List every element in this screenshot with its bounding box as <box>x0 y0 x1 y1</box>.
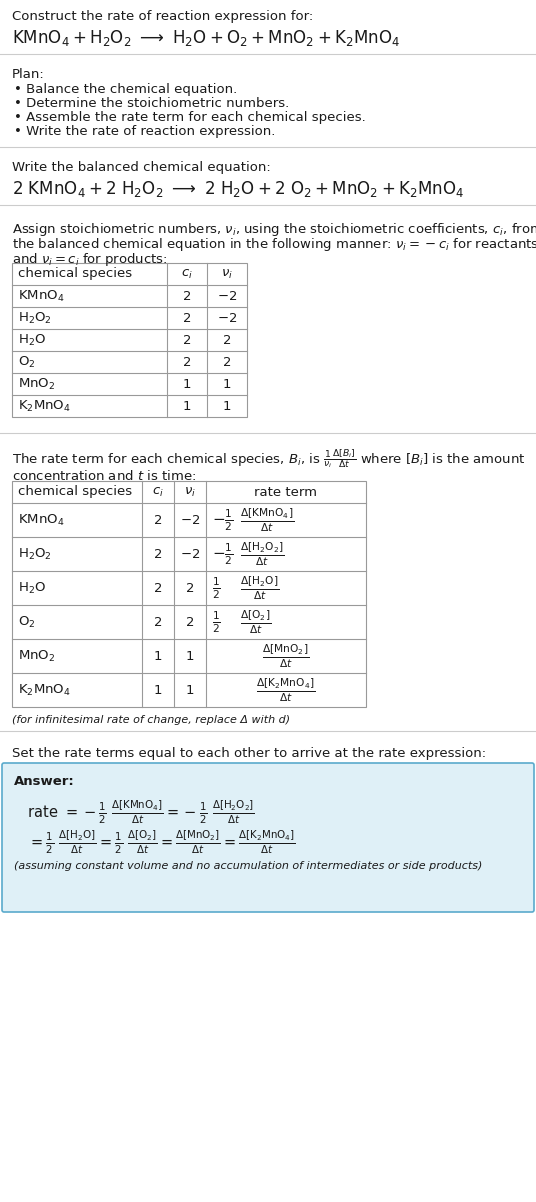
Text: 1: 1 <box>154 684 162 696</box>
Text: $-2$: $-2$ <box>180 513 200 526</box>
Text: $-2$: $-2$ <box>217 290 237 303</box>
Text: $\mathrm{H_2O}$: $\mathrm{H_2O}$ <box>18 581 46 595</box>
Text: $1$: $1$ <box>222 399 232 412</box>
Text: 2: 2 <box>183 356 191 369</box>
Text: $c_i$: $c_i$ <box>181 268 193 280</box>
Text: 2: 2 <box>183 311 191 325</box>
Text: (assuming constant volume and no accumulation of intermediates or side products): (assuming constant volume and no accumul… <box>14 861 482 871</box>
Text: $\frac{\Delta[\mathrm{KMnO_4}]}{\Delta t}$: $\frac{\Delta[\mathrm{KMnO_4}]}{\Delta t… <box>240 506 294 534</box>
Text: chemical species: chemical species <box>18 268 132 280</box>
Text: $1$: $1$ <box>222 377 232 391</box>
Text: $\frac{1}{2}$: $\frac{1}{2}$ <box>212 576 221 601</box>
Bar <box>12 481 366 707</box>
Text: $\frac{\Delta[\mathrm{K_2MnO_4}]}{\Delta t}$: $\frac{\Delta[\mathrm{K_2MnO_4}]}{\Delta… <box>256 677 316 704</box>
Text: $\mathrm{H_2O_2}$: $\mathrm{H_2O_2}$ <box>18 547 52 561</box>
Text: • Balance the chemical equation.: • Balance the chemical equation. <box>14 83 237 96</box>
Text: $c_i$: $c_i$ <box>152 486 164 499</box>
Text: $\mathrm{MnO_2}$: $\mathrm{MnO_2}$ <box>18 648 55 664</box>
Text: concentration and $t$ is time:: concentration and $t$ is time: <box>12 469 196 483</box>
Text: $\mathrm{O_2}$: $\mathrm{O_2}$ <box>18 355 35 369</box>
Text: $-\frac{1}{2}$: $-\frac{1}{2}$ <box>212 507 234 532</box>
Text: • Assemble the rate term for each chemical species.: • Assemble the rate term for each chemic… <box>14 111 366 124</box>
Text: $\frac{1}{2}$: $\frac{1}{2}$ <box>212 609 221 635</box>
Text: $\mathrm{K_2MnO_4}$: $\mathrm{K_2MnO_4}$ <box>18 398 71 413</box>
Text: • Determine the stoichiometric numbers.: • Determine the stoichiometric numbers. <box>14 97 289 111</box>
Text: rate $= -\frac{1}{2}\ \frac{\Delta[\mathrm{KMnO_4}]}{\Delta t}= -\frac{1}{2}\ \f: rate $= -\frac{1}{2}\ \frac{\Delta[\math… <box>14 799 255 827</box>
Text: 1: 1 <box>154 649 162 662</box>
Text: 1: 1 <box>183 399 191 412</box>
Text: $1$: $1$ <box>185 684 195 696</box>
Text: $2$: $2$ <box>222 356 232 369</box>
Text: the balanced chemical equation in the following manner: $\nu_i = -c_i$ for react: the balanced chemical equation in the fo… <box>12 236 536 252</box>
Text: $\frac{\Delta[\mathrm{MnO_2}]}{\Delta t}$: $\frac{\Delta[\mathrm{MnO_2}]}{\Delta t}… <box>263 642 310 670</box>
Text: • Write the rate of reaction expression.: • Write the rate of reaction expression. <box>14 125 276 138</box>
Text: (for infinitesimal rate of change, replace Δ with d): (for infinitesimal rate of change, repla… <box>12 715 290 725</box>
Text: 1: 1 <box>183 377 191 391</box>
Bar <box>12 263 247 417</box>
Text: $\mathrm{K_2MnO_4}$: $\mathrm{K_2MnO_4}$ <box>18 683 71 697</box>
Text: $\mathrm{KMnO_4}$: $\mathrm{KMnO_4}$ <box>18 512 64 528</box>
Text: $\mathrm{MnO_2}$: $\mathrm{MnO_2}$ <box>18 376 55 392</box>
Text: The rate term for each chemical species, $B_i$, is $\frac{1}{\nu_i}\frac{\Delta[: The rate term for each chemical species,… <box>12 447 525 470</box>
Text: 2: 2 <box>154 547 162 560</box>
Text: 2: 2 <box>154 582 162 595</box>
Text: $1$: $1$ <box>185 649 195 662</box>
Text: Assign stoichiometric numbers, $\nu_i$, using the stoichiometric coefficients, $: Assign stoichiometric numbers, $\nu_i$, … <box>12 221 536 238</box>
Text: Write the balanced chemical equation:: Write the balanced chemical equation: <box>12 161 271 174</box>
Text: 2: 2 <box>183 333 191 346</box>
Text: $\frac{\Delta[\mathrm{H_2O}]}{\Delta t}$: $\frac{\Delta[\mathrm{H_2O}]}{\Delta t}$ <box>240 575 279 602</box>
Text: and $\nu_i = c_i$ for products:: and $\nu_i = c_i$ for products: <box>12 251 168 268</box>
Text: $-\frac{1}{2}$: $-\frac{1}{2}$ <box>212 541 234 567</box>
Text: $\frac{\Delta[\mathrm{O_2}]}{\Delta t}$: $\frac{\Delta[\mathrm{O_2}]}{\Delta t}$ <box>240 608 271 636</box>
Text: $\nu_i$: $\nu_i$ <box>184 486 196 499</box>
Text: Answer:: Answer: <box>14 775 75 789</box>
FancyBboxPatch shape <box>2 763 534 912</box>
Text: $2$: $2$ <box>185 615 195 629</box>
Text: $\mathrm{H_2O}$: $\mathrm{H_2O}$ <box>18 333 46 347</box>
Text: $-2$: $-2$ <box>217 311 237 325</box>
Text: 2: 2 <box>183 290 191 303</box>
Text: Plan:: Plan: <box>12 69 44 81</box>
Text: $\mathrm{KMnO_4 + H_2O_2\ \longrightarrow\ H_2O + O_2 + MnO_2 + K_2MnO_4}$: $\mathrm{KMnO_4 + H_2O_2\ \longrightarro… <box>12 28 400 48</box>
Text: $\mathrm{H_2O_2}$: $\mathrm{H_2O_2}$ <box>18 310 52 326</box>
Text: $\mathrm{O_2}$: $\mathrm{O_2}$ <box>18 614 35 630</box>
Text: $= \frac{1}{2}\ \frac{\Delta[\mathrm{H_2O}]}{\Delta t}= \frac{1}{2}\ \frac{\Delt: $= \frac{1}{2}\ \frac{\Delta[\mathrm{H_2… <box>14 829 295 857</box>
Text: $\mathrm{KMnO_4}$: $\mathrm{KMnO_4}$ <box>18 288 64 304</box>
Text: 2: 2 <box>154 513 162 526</box>
Text: $2$: $2$ <box>185 582 195 595</box>
Text: chemical species: chemical species <box>18 486 132 499</box>
Text: rate term: rate term <box>255 486 317 499</box>
Text: $2$: $2$ <box>222 333 232 346</box>
Text: 2: 2 <box>154 615 162 629</box>
Text: $\frac{\Delta[\mathrm{H_2O_2}]}{\Delta t}$: $\frac{\Delta[\mathrm{H_2O_2}]}{\Delta t… <box>240 540 285 567</box>
Text: $\nu_i$: $\nu_i$ <box>221 268 233 280</box>
Text: $-2$: $-2$ <box>180 547 200 560</box>
Text: Set the rate terms equal to each other to arrive at the rate expression:: Set the rate terms equal to each other t… <box>12 746 486 760</box>
Text: Construct the rate of reaction expression for:: Construct the rate of reaction expressio… <box>12 10 313 23</box>
Text: $\mathrm{2\ KMnO_4 + 2\ H_2O_2\ \longrightarrow\ 2\ H_2O + 2\ O_2 + MnO_2 + K_2M: $\mathrm{2\ KMnO_4 + 2\ H_2O_2\ \longrig… <box>12 179 464 200</box>
